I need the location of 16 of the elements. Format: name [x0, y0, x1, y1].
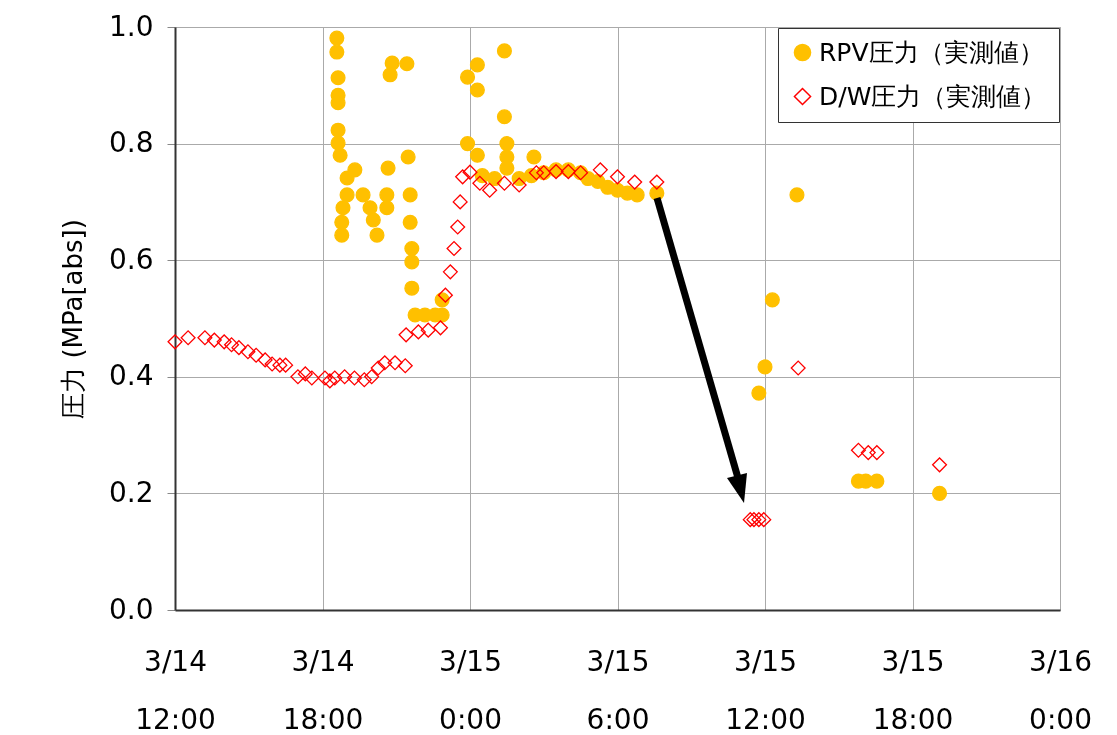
legend-label: D/W圧力（実測値）: [819, 81, 1047, 111]
x-tick-label: 3/16 0:00: [1029, 644, 1092, 735]
y-tick-label: 1.0: [108, 9, 154, 43]
legend-label: RPV圧力（実測値）: [819, 37, 1044, 67]
y-tick-label: 0.8: [108, 126, 154, 160]
x-tick-label: 3/14 18:00: [282, 644, 364, 735]
y-axis-title: 圧力 (MPa[abs]): [57, 219, 88, 419]
x-tick-label: 3/15 6:00: [586, 644, 650, 735]
y-tick-label: 0.2: [108, 475, 154, 509]
y-tick-label: 0.6: [108, 242, 154, 276]
x-tick-label: 3/14 12:00: [135, 644, 216, 735]
x-tick-label: 3/15 18:00: [872, 644, 954, 735]
x-tick-label: 3/15 12:00: [725, 644, 806, 735]
y-tick-label: 0.4: [108, 359, 154, 393]
x-tick-label: 3/15 0:00: [439, 644, 502, 735]
y-tick-label: 0.0: [108, 592, 154, 626]
